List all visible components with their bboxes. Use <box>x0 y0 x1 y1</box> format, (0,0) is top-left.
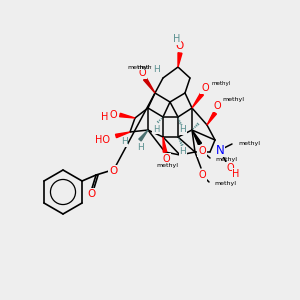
Polygon shape <box>144 78 155 93</box>
Polygon shape <box>116 132 130 138</box>
Polygon shape <box>120 113 135 118</box>
Polygon shape <box>163 137 167 152</box>
Text: H: H <box>232 169 240 179</box>
Text: O: O <box>213 101 221 111</box>
Text: O: O <box>198 170 206 180</box>
Text: O: O <box>176 41 184 51</box>
Text: O: O <box>87 189 95 199</box>
Text: methyl: methyl <box>222 98 244 103</box>
Text: methyl: methyl <box>156 164 178 169</box>
Text: methyl: methyl <box>137 64 157 70</box>
Polygon shape <box>192 93 203 108</box>
Text: methyl: methyl <box>211 82 230 86</box>
Text: H: H <box>121 137 128 146</box>
Polygon shape <box>139 130 148 141</box>
Text: H: H <box>153 124 159 134</box>
Text: methyl: methyl <box>127 64 149 70</box>
Text: H: H <box>153 65 159 74</box>
Text: H: H <box>180 125 186 134</box>
Text: methyl: methyl <box>215 158 237 163</box>
Text: O: O <box>109 110 117 120</box>
Text: HO: HO <box>95 135 110 145</box>
Text: methyl: methyl <box>238 140 260 146</box>
Text: methyl: methyl <box>214 182 236 187</box>
Text: O: O <box>162 154 170 164</box>
Text: O: O <box>201 83 209 93</box>
Polygon shape <box>207 112 217 125</box>
Text: O: O <box>109 166 117 176</box>
Text: H: H <box>173 34 181 44</box>
Polygon shape <box>192 130 202 145</box>
Text: H: H <box>101 112 109 122</box>
Text: O: O <box>226 163 234 173</box>
Text: H: H <box>136 142 143 152</box>
Text: O: O <box>138 68 146 78</box>
Polygon shape <box>178 53 182 67</box>
Text: N: N <box>216 143 224 157</box>
Text: H: H <box>180 146 186 155</box>
Text: O: O <box>198 146 206 156</box>
